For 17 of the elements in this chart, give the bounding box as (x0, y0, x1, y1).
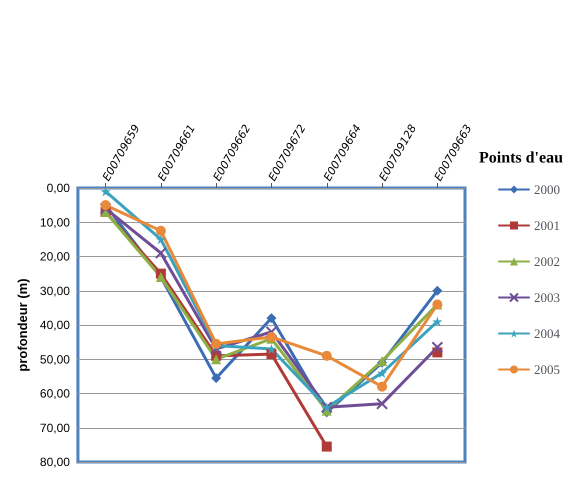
y-tick-label: 20,00 (40, 250, 70, 264)
legend-label: 2004 (534, 326, 560, 341)
legend-label: 2000 (534, 182, 560, 197)
y-tick-label: 60,00 (40, 386, 70, 400)
y-tick-label: 80,00 (40, 455, 70, 469)
legend-label: 2003 (534, 290, 560, 305)
y-tick-label: 10,00 (40, 215, 70, 230)
y-tick-label: 50,00 (40, 352, 70, 366)
legend-label: 2001 (534, 218, 560, 233)
y-tick-label: 0,00 (46, 181, 70, 195)
y-tick-label: 30,00 (40, 284, 70, 298)
legend-title: Points d'eau (478, 150, 564, 166)
legend-label: 2005 (534, 362, 560, 377)
y-axis-title: profondeur (m) (15, 278, 30, 372)
legend-label: 2002 (534, 254, 560, 269)
y-tick-label: 70,00 (40, 420, 70, 435)
y-tick-label: 40,00 (40, 318, 70, 332)
